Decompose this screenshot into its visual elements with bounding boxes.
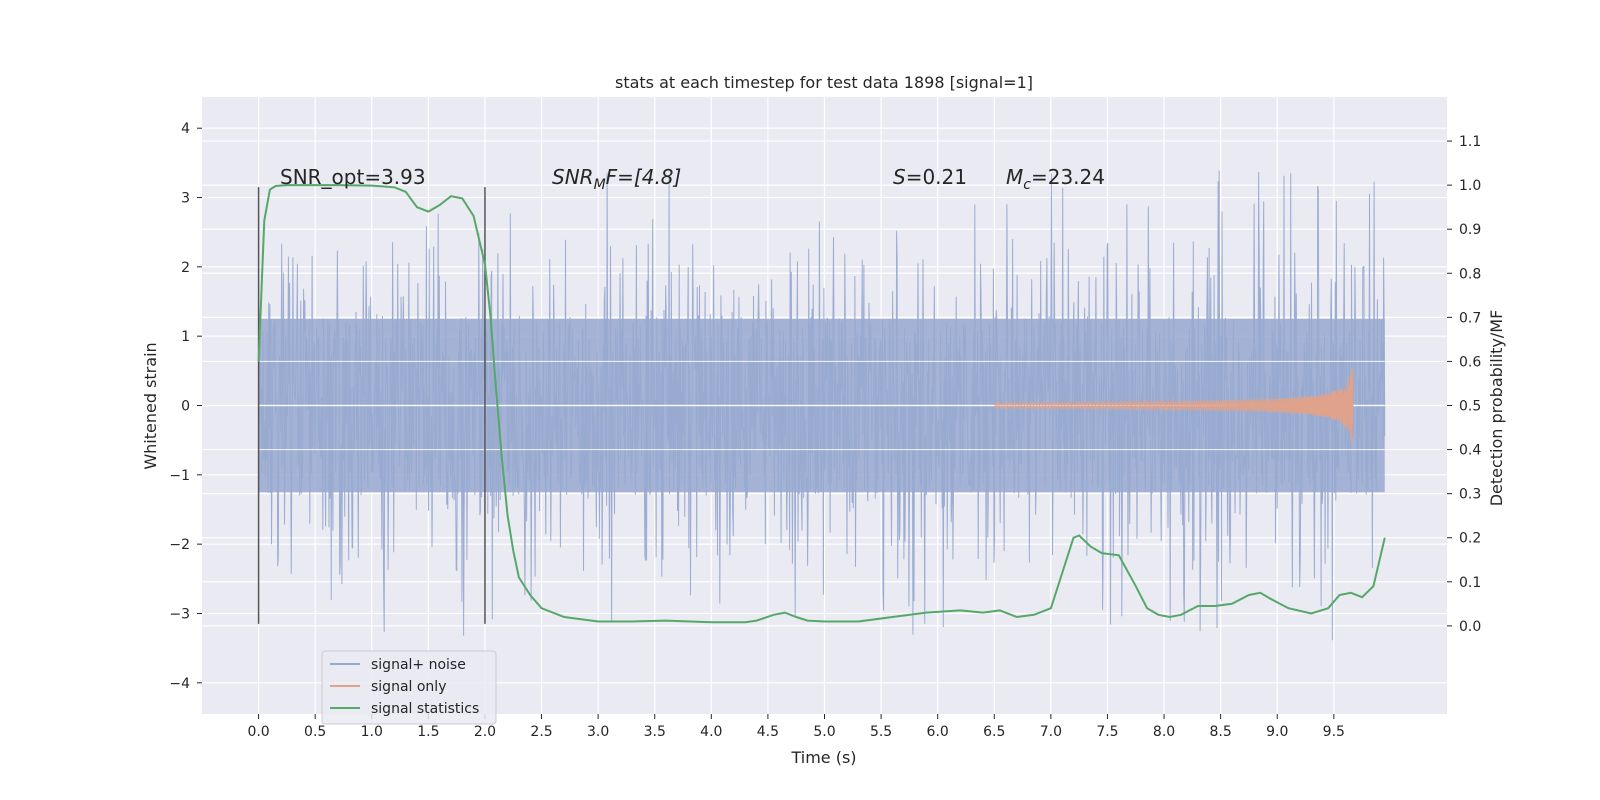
stats-line bbox=[257, 184, 1386, 624]
x-tick-label: 3.0 bbox=[587, 724, 609, 740]
y-axis-left-label: Whitened strain bbox=[141, 342, 160, 469]
x-tick-label: 2.0 bbox=[474, 724, 496, 740]
y-axis-left-ticks: 4 3 2 1 0 −1 −2 −3 −4 bbox=[169, 121, 202, 692]
y-right-tick-label: 0.8 bbox=[1459, 266, 1481, 282]
y-left-tick-label: 1 bbox=[181, 329, 190, 345]
x-tick-label: 1.0 bbox=[361, 724, 383, 740]
annotation-mc: Mc=23.24 bbox=[1006, 165, 1105, 193]
annotation-mc-sub: c bbox=[1023, 177, 1031, 193]
y-right-tick-label: 0.0 bbox=[1459, 619, 1481, 635]
y-right-tick-label: 0.4 bbox=[1459, 443, 1481, 459]
x-tick-label: 6.5 bbox=[983, 724, 1005, 740]
signal-chirp bbox=[994, 368, 1354, 443]
y-right-tick-label: 0.6 bbox=[1459, 354, 1481, 370]
y-axis-right-ticks: 1.1 1.0 0.9 0.8 0.7 0.6 0.5 0.4 0.3 0.2 0.1 0.0 bbox=[1447, 134, 1481, 635]
y-left-tick-label: −2 bbox=[169, 537, 190, 553]
x-tick-label: 5.0 bbox=[813, 724, 835, 740]
x-tick-label: 1.5 bbox=[417, 724, 439, 740]
y-left-tick-label: −3 bbox=[169, 606, 190, 622]
x-tick-label: 7.5 bbox=[1096, 724, 1118, 740]
annotation-snr-mf-sub: M bbox=[594, 177, 606, 193]
y-right-tick-label: 1.1 bbox=[1459, 134, 1481, 150]
annotation-snr-mf-base: SNR bbox=[552, 165, 594, 189]
annotation-s: S=0.21 bbox=[893, 165, 967, 189]
annotation-snr-mf-rest: F=[4.8] bbox=[606, 165, 682, 189]
y-axis-right-label: Detection probability/MF bbox=[1487, 310, 1506, 507]
y-left-tick-label: −4 bbox=[169, 676, 190, 692]
legend-box bbox=[321, 650, 497, 725]
annotation-s-val: =0.21 bbox=[906, 165, 967, 189]
annotation-mc-var: M bbox=[1006, 165, 1023, 189]
annotation-mc-val: =23.24 bbox=[1031, 165, 1105, 189]
x-tick-label: 0.5 bbox=[304, 724, 326, 740]
y-right-tick-label: 0.3 bbox=[1459, 487, 1481, 503]
x-tick-label: 8.0 bbox=[1153, 724, 1175, 740]
legend-label-signal: signal only bbox=[371, 679, 446, 695]
y-left-tick-label: 2 bbox=[181, 260, 190, 276]
y-left-tick-label: 3 bbox=[181, 191, 190, 207]
y-right-tick-label: 0.7 bbox=[1459, 310, 1481, 326]
annotation-snr-opt: SNR_opt=3.93 bbox=[280, 165, 426, 189]
x-axis-label: Time (s) bbox=[790, 748, 856, 767]
y-right-tick-label: 0.9 bbox=[1459, 222, 1481, 238]
x-tick-label: 8.5 bbox=[1210, 724, 1232, 740]
signal-statistics-series bbox=[257, 184, 1386, 624]
legend-label-stats: signal statistics bbox=[371, 701, 479, 717]
y-left-tick-label: −1 bbox=[169, 468, 190, 484]
y-right-tick-label: 0.5 bbox=[1459, 399, 1481, 415]
annotation-s-var: S bbox=[893, 165, 906, 189]
x-tick-label: 3.5 bbox=[644, 724, 666, 740]
x-tick-label: 0.0 bbox=[247, 724, 269, 740]
y-right-tick-label: 0.2 bbox=[1459, 531, 1481, 547]
y-left-tick-label: 0 bbox=[181, 399, 190, 415]
x-tick-label: 7.0 bbox=[1040, 724, 1062, 740]
legend: signal+ noise signal only signal statist… bbox=[321, 650, 497, 725]
marker-lines bbox=[257, 187, 486, 624]
x-axis-ticks: 0.0 0.5 1.0 1.5 2.0 2.5 3.0 3.5 4.0 4.5 5.0 5.5 6.0 6… bbox=[247, 714, 1345, 740]
x-tick-label: 4.0 bbox=[700, 724, 722, 740]
x-tick-label: 2.5 bbox=[530, 724, 552, 740]
x-tick-label: 6.0 bbox=[927, 724, 949, 740]
y-right-tick-label: 0.1 bbox=[1459, 575, 1481, 591]
x-tick-label: 9.5 bbox=[1323, 724, 1345, 740]
signal-only-series bbox=[994, 368, 1354, 443]
x-tick-label: 9.0 bbox=[1266, 724, 1288, 740]
y-left-tick-label: 4 bbox=[181, 121, 190, 137]
annotation-snr-mf: SNRMF=[4.8] bbox=[552, 165, 681, 193]
y-right-tick-label: 1.0 bbox=[1459, 178, 1481, 194]
x-tick-label: 4.5 bbox=[757, 724, 779, 740]
legend-label-noise: signal+ noise bbox=[371, 657, 466, 673]
x-tick-label: 5.5 bbox=[870, 724, 892, 740]
chart-title: stats at each timestep for test data 189… bbox=[615, 73, 1033, 92]
